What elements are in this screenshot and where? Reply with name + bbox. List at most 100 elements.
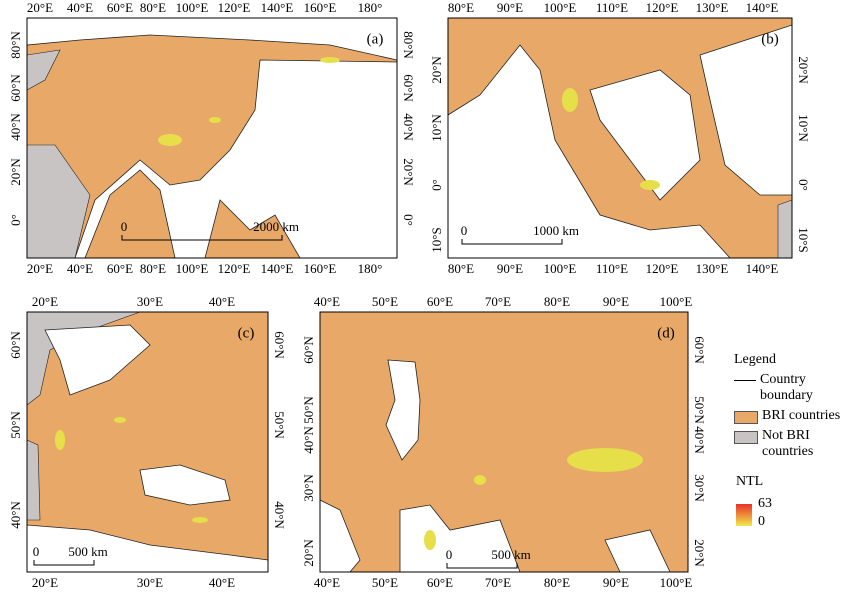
- y-tick-label: 50°N: [8, 411, 23, 439]
- x-tick-label: 90°E: [603, 294, 629, 309]
- map-panel: [447, 17, 793, 259]
- y-tick-label: 50°N: [692, 396, 707, 424]
- y-tick-label: 80°N: [8, 31, 23, 59]
- legend-title: Legend: [734, 352, 776, 367]
- legend-swatch: [734, 411, 758, 424]
- x-tick-label: 70°E: [485, 294, 511, 309]
- x-tick-label: 180°: [358, 0, 383, 15]
- ntl-max: 63: [758, 496, 772, 511]
- y-tick-label: 60°N: [8, 331, 23, 359]
- panel-frame: [26, 311, 269, 573]
- water: [44, 324, 151, 396]
- legend-item: Country boundary: [734, 372, 848, 404]
- night-light: [424, 530, 436, 550]
- x-tick-label: 100°E: [176, 0, 209, 15]
- land-bri: [320, 312, 688, 572]
- x-tick-label: 80°E: [544, 294, 570, 309]
- x-tick-label: 20°E: [27, 0, 53, 15]
- legend-label: Country boundary: [760, 372, 813, 403]
- scale-zero: 0: [121, 219, 128, 234]
- x-tick-label: 100°E: [544, 0, 577, 15]
- scale-bar: [461, 239, 563, 245]
- night-light: [192, 517, 208, 523]
- x-tick-label: 180°: [358, 261, 383, 276]
- y-tick-label: 0°: [8, 214, 23, 226]
- y-tick-label: 20°N: [8, 158, 23, 186]
- x-tick-label: 130°E: [696, 261, 729, 276]
- y-tick-label: 30°N: [692, 474, 707, 502]
- panel-frame: [447, 17, 793, 259]
- y-tick-label: 40°N: [401, 113, 416, 141]
- night-light: [562, 88, 578, 112]
- x-tick-label: 40°E: [67, 0, 93, 15]
- x-tick-label: 20°E: [32, 575, 58, 590]
- y-tick-label: 60°N: [301, 336, 316, 364]
- x-tick-label: 40°E: [209, 575, 235, 590]
- ntl-min: 0: [758, 514, 765, 529]
- legend-label: BRI countries: [762, 408, 841, 423]
- night-light: [567, 448, 643, 472]
- y-tick-label: 60°N: [401, 74, 416, 102]
- y-tick-label: 0°: [401, 214, 416, 226]
- water: [385, 359, 421, 461]
- x-tick-label: 140°E: [746, 0, 779, 15]
- x-tick-label: 20°E: [32, 294, 58, 309]
- scale-distance: 2000 km: [253, 219, 299, 234]
- x-tick-label: 140°E: [261, 0, 294, 15]
- x-tick-label: 100°E: [544, 261, 577, 276]
- y-tick-label: 40°N: [8, 501, 23, 529]
- x-tick-label: 60°E: [427, 575, 453, 590]
- x-tick-label: 40°E: [209, 294, 235, 309]
- scale-zero: 0: [33, 544, 40, 559]
- y-tick-label: 0°: [796, 179, 811, 191]
- x-tick-label: 40°E: [314, 294, 340, 309]
- map-panel: [319, 311, 689, 573]
- x-tick-label: 60°E: [107, 261, 133, 276]
- y-tick-label: 20°N: [692, 539, 707, 567]
- x-tick-label: 80°E: [448, 0, 474, 15]
- x-tick-label: 120°E: [218, 0, 251, 15]
- y-tick-label: 50°N: [272, 411, 287, 439]
- y-tick-label: 40°N: [272, 501, 287, 529]
- map-panel: [26, 17, 398, 259]
- panel-label: (b): [761, 31, 779, 47]
- y-tick-label: 20°N: [401, 158, 416, 186]
- x-tick-label: 80°E: [448, 261, 474, 276]
- x-tick-label: 160°E: [304, 261, 337, 276]
- y-tick-label: 20°N: [429, 56, 444, 84]
- water: [74, 59, 398, 259]
- legend-item: BRI countries: [734, 408, 848, 424]
- x-tick-label: 80°E: [140, 0, 166, 15]
- y-tick-label: 20°N: [301, 539, 316, 567]
- y-tick-label: 30°N: [301, 474, 316, 502]
- y-tick-label: 20°N: [796, 56, 811, 84]
- panel-frame: [319, 311, 689, 573]
- x-tick-label: 130°E: [696, 0, 729, 15]
- night-light: [209, 117, 221, 123]
- x-tick-label: 90°E: [497, 0, 523, 15]
- scale-zero: 0: [461, 223, 468, 238]
- ntl-colorbar: [736, 504, 752, 526]
- scale-distance: 500 km: [491, 547, 530, 562]
- scale-bar: [121, 235, 283, 241]
- legend-label: Not BRI countries: [762, 428, 814, 459]
- x-tick-label: 50°E: [372, 294, 398, 309]
- x-tick-label: 140°E: [746, 261, 779, 276]
- y-tick-label: 80°N: [401, 31, 416, 59]
- x-tick-label: 110°E: [596, 261, 628, 276]
- x-tick-label: 100°E: [660, 575, 693, 590]
- water: [139, 464, 231, 506]
- y-tick-label: 10°S: [429, 227, 444, 252]
- legend-item: Not BRI countries: [734, 428, 848, 460]
- night-light: [640, 180, 660, 190]
- x-tick-label: 120°E: [646, 261, 679, 276]
- x-tick-label: 100°E: [660, 294, 693, 309]
- night-light: [158, 134, 182, 146]
- x-tick-label: 100°E: [176, 261, 209, 276]
- y-tick-label: 10°N: [429, 114, 444, 142]
- y-tick-label: 60°N: [692, 336, 707, 364]
- scale-bar: [446, 563, 518, 569]
- legend: Legend Country boundary BRI countries No…: [734, 352, 848, 460]
- ntl-legend: NTL 63 0: [736, 474, 772, 529]
